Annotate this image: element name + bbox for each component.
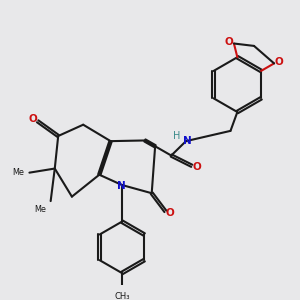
Text: Me: Me — [13, 168, 25, 177]
Text: H: H — [173, 131, 180, 141]
Text: N: N — [117, 181, 126, 191]
Text: O: O — [166, 208, 175, 218]
Text: O: O — [225, 37, 233, 47]
Text: N: N — [183, 136, 192, 146]
Text: Me: Me — [34, 205, 46, 214]
Text: O: O — [28, 113, 37, 124]
Text: O: O — [192, 162, 201, 172]
Text: O: O — [274, 57, 283, 67]
Text: CH₃: CH₃ — [114, 292, 130, 300]
